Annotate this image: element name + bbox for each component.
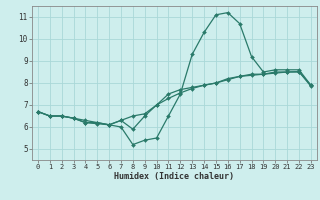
X-axis label: Humidex (Indice chaleur): Humidex (Indice chaleur) (115, 172, 234, 181)
